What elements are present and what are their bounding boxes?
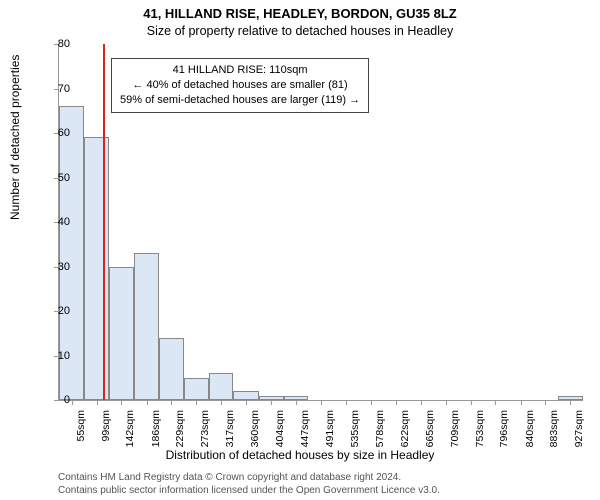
y-tick-label: 30 bbox=[40, 261, 70, 273]
annotation-line: ← 40% of detached houses are smaller (81… bbox=[120, 78, 360, 93]
x-tick-mark bbox=[545, 400, 546, 405]
annotation-line: 41 HILLAND RISE: 110sqm bbox=[120, 63, 360, 78]
y-axis-label: Number of detached properties bbox=[8, 55, 22, 220]
x-tick-mark bbox=[371, 400, 372, 405]
x-tick-mark bbox=[221, 400, 222, 405]
y-tick-label: 60 bbox=[40, 127, 70, 139]
x-tick-mark bbox=[171, 400, 172, 405]
x-tick-mark bbox=[147, 400, 148, 405]
y-tick-label: 10 bbox=[40, 350, 70, 362]
y-tick-label: 40 bbox=[40, 216, 70, 228]
x-tick-mark bbox=[97, 400, 98, 405]
histogram-bar bbox=[209, 373, 234, 400]
attribution-line1: Contains HM Land Registry data © Crown c… bbox=[58, 472, 440, 485]
y-tick-label: 20 bbox=[40, 305, 70, 317]
x-tick-mark bbox=[72, 400, 73, 405]
x-tick-mark bbox=[421, 400, 422, 405]
x-axis-label: Distribution of detached houses by size … bbox=[0, 448, 600, 462]
histogram-bar bbox=[184, 378, 209, 400]
x-tick-mark bbox=[570, 400, 571, 405]
histogram-bar bbox=[233, 391, 258, 400]
x-tick-mark bbox=[271, 400, 272, 405]
histogram-bar bbox=[109, 267, 134, 401]
attribution-line2: Contains public sector information licen… bbox=[58, 485, 440, 498]
chart-title-main: 41, HILLAND RISE, HEADLEY, BORDON, GU35 … bbox=[0, 6, 600, 21]
marker-line bbox=[103, 44, 105, 400]
plot-area: 41 HILLAND RISE: 110sqm← 40% of detached… bbox=[58, 44, 583, 401]
x-tick-mark bbox=[471, 400, 472, 405]
x-tick-mark bbox=[196, 400, 197, 405]
x-tick-mark bbox=[121, 400, 122, 405]
histogram-bar bbox=[84, 137, 109, 400]
x-tick-mark bbox=[321, 400, 322, 405]
x-tick-mark bbox=[346, 400, 347, 405]
x-tick-mark bbox=[446, 400, 447, 405]
attribution: Contains HM Land Registry data © Crown c… bbox=[58, 472, 440, 497]
x-tick-mark bbox=[495, 400, 496, 405]
x-tick-mark bbox=[521, 400, 522, 405]
annotation-box: 41 HILLAND RISE: 110sqm← 40% of detached… bbox=[111, 58, 369, 113]
histogram-bar bbox=[134, 253, 159, 400]
histogram-bar bbox=[159, 338, 184, 400]
x-tick-mark bbox=[296, 400, 297, 405]
chart-container: { "title_main": "41, HILLAND RISE, HEADL… bbox=[0, 0, 600, 500]
x-tick-mark bbox=[246, 400, 247, 405]
y-tick-label: 50 bbox=[40, 172, 70, 184]
y-tick-label: 70 bbox=[40, 83, 70, 95]
chart-title-sub: Size of property relative to detached ho… bbox=[0, 24, 600, 38]
x-tick-mark bbox=[396, 400, 397, 405]
annotation-line: 59% of semi-detached houses are larger (… bbox=[120, 93, 360, 108]
y-tick-label: 80 bbox=[40, 38, 70, 50]
y-tick-label: 0 bbox=[40, 394, 70, 406]
